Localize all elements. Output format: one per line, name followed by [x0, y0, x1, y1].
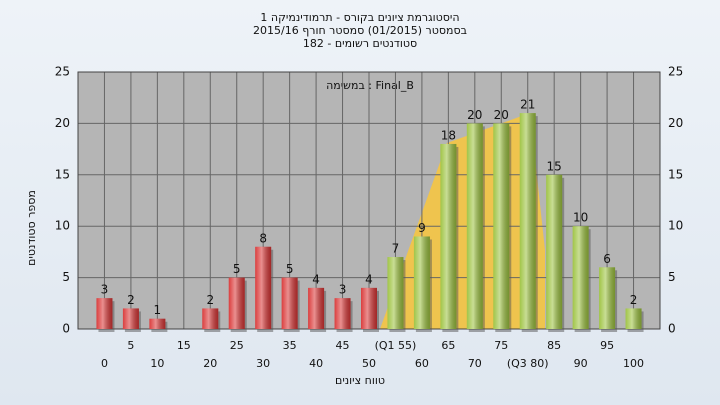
bar-shine [440, 143, 457, 329]
x-tick-label: 5 [127, 339, 134, 352]
x-tick-label: 20 [203, 357, 217, 370]
x-tick-label: 10 [150, 357, 164, 370]
bar-shine [122, 308, 139, 329]
bar-shine [149, 318, 166, 329]
x-tick-label: 25 [230, 339, 244, 352]
value-label: 20 [467, 108, 482, 122]
value-label: 4 [365, 272, 373, 286]
y-tick-label: 25 [55, 65, 70, 79]
y-tick-label: 0 [62, 322, 70, 336]
y-tick-label: 25 [668, 65, 683, 79]
value-label: 2 [127, 293, 135, 307]
value-label: 5 [233, 262, 241, 276]
x-tick-label: 40 [309, 357, 323, 370]
x-tick-label: 65 [441, 339, 455, 352]
x-tick-label: (Q3 80) [507, 357, 549, 370]
x-tick-label: 100 [623, 357, 644, 370]
y-tick-label: 15 [55, 167, 70, 181]
bar-shine [413, 236, 430, 329]
x-tick-label: 70 [468, 357, 482, 370]
bar-shine [625, 308, 642, 329]
bar-shine [599, 267, 616, 329]
bar-shine [493, 123, 510, 330]
subtitle: סטודנטים רשומים - 182 [303, 37, 417, 50]
y-tick-label: 10 [55, 219, 70, 233]
y-tick-label: 5 [62, 270, 70, 284]
bar-shine [202, 308, 219, 329]
x-tick-label: (Q1 55) [375, 339, 417, 352]
x-tick-label: 50 [362, 357, 376, 370]
x-tick-label: 95 [600, 339, 614, 352]
chart-title: היסטוגרמת ציונים בקורס - תרמודינמיקה 1 [260, 11, 459, 24]
value-label: 18 [441, 128, 456, 142]
subtitle: בסמסטר (01/2015) סמסטר חורף 2015/16 [253, 24, 467, 37]
value-label: 2 [206, 293, 214, 307]
value-label: 20 [494, 108, 509, 122]
x-tick-label: 90 [574, 357, 588, 370]
x-tick-label: 30 [256, 357, 270, 370]
value-label: 21 [520, 98, 535, 112]
bar-shine [96, 298, 113, 329]
value-label: 6 [603, 252, 611, 266]
bar-shine [255, 246, 272, 329]
value-label: 8 [259, 231, 267, 245]
value-label: 4 [312, 272, 320, 286]
y-tick-label: 0 [668, 322, 676, 336]
value-label: 15 [547, 159, 562, 173]
y-axis-label: מספר סטודנטים [25, 190, 38, 266]
x-tick-label: 15 [177, 339, 191, 352]
y-tick-label: 20 [55, 116, 70, 130]
y-tick-label: 5 [668, 270, 676, 284]
value-label: 3 [339, 283, 347, 297]
x-tick-label: 45 [336, 339, 350, 352]
x-tick-label: 85 [547, 339, 561, 352]
x-tick-label: 0 [101, 357, 108, 370]
bar-shine [466, 123, 483, 330]
x-tick-label: 60 [415, 357, 429, 370]
bar-shine [334, 298, 351, 329]
annotation: במשימה : Final_B [326, 79, 414, 92]
bar-shine [546, 174, 563, 329]
y-tick-label: 20 [668, 116, 683, 130]
bar-shine [387, 257, 404, 329]
value-label: 10 [573, 211, 588, 225]
bar-shine [308, 287, 325, 329]
x-tick-label: 75 [494, 339, 508, 352]
bar-shine [361, 287, 377, 329]
bar-shine [519, 113, 536, 330]
value-label: 2 [630, 293, 638, 307]
bar-shine [572, 226, 589, 329]
x-tick-label: 35 [283, 339, 297, 352]
bar-shine [281, 277, 298, 329]
value-label: 1 [154, 303, 162, 317]
value-label: 5 [286, 262, 294, 276]
value-label: 7 [392, 242, 400, 256]
bar-shine [228, 277, 245, 329]
y-tick-label: 10 [668, 219, 683, 233]
y-tick-label: 15 [668, 167, 683, 181]
x-axis-label: טווח ציונים [335, 374, 385, 387]
value-label: 3 [101, 283, 109, 297]
value-label: 9 [418, 221, 426, 235]
